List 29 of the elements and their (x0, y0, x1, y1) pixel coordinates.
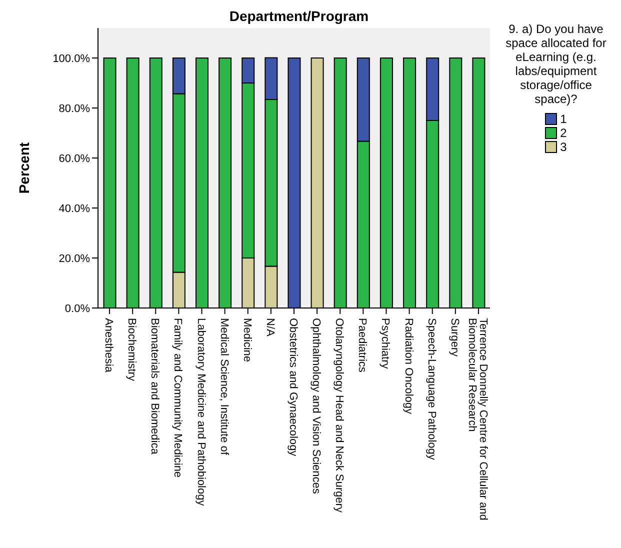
x-tick-label: Surgery (448, 318, 460, 358)
y-axis-title: Percent (16, 142, 32, 194)
y-tick-label: 0.0% (64, 302, 90, 315)
legend-label: 1 (560, 112, 567, 126)
x-tick-label: N/A (264, 318, 276, 337)
x-tick-label: Biomaterials and Biomedica (148, 318, 161, 456)
x-tick-label: Anesthesia (102, 318, 115, 374)
x-tick-label: Otolaryngology Head and Neck Surgery (333, 318, 346, 513)
x-tick-label: Radiation Oncology (402, 318, 414, 415)
y-tick-label: 80.0% (58, 102, 90, 115)
x-tick-label: Ophthalmology and Vision Sciences (310, 318, 322, 494)
x-tick-label: Paediatrics (356, 318, 368, 373)
y-tick-label: 100.0% (52, 52, 90, 65)
x-tick-label: Biochemistry (126, 318, 138, 382)
y-tick-label: 60.0% (58, 152, 90, 165)
x-tick-label: Family and Community Medicine (172, 318, 184, 478)
legend-label: 2 (560, 126, 567, 140)
x-tick-label: Terrence Donnelly Centre for Cellular and Biomolecular Research (466, 318, 489, 520)
legend-label: 3 (560, 140, 567, 154)
chart-title: Department/Program (228, 8, 370, 24)
legend-title: 9. a) Do you have space allocated for eLearning (e.g. labs/equipment storage/office space)? (504, 22, 608, 106)
x-tick-label: Medical Science, Institute of (218, 318, 230, 456)
x-tick-label: Laboratory Medicine and Pathobiology (194, 318, 207, 506)
x-tick-label: Psychiatry (379, 318, 392, 370)
x-tick-label: Medicine (240, 318, 253, 362)
y-tick-label: 40.0% (58, 202, 90, 215)
y-tick-label: 20.0% (58, 252, 90, 265)
x-tick-label: Speech-Language Pathology (425, 318, 438, 460)
x-tick-label: Obstetrics and Gynaecology (287, 318, 299, 457)
